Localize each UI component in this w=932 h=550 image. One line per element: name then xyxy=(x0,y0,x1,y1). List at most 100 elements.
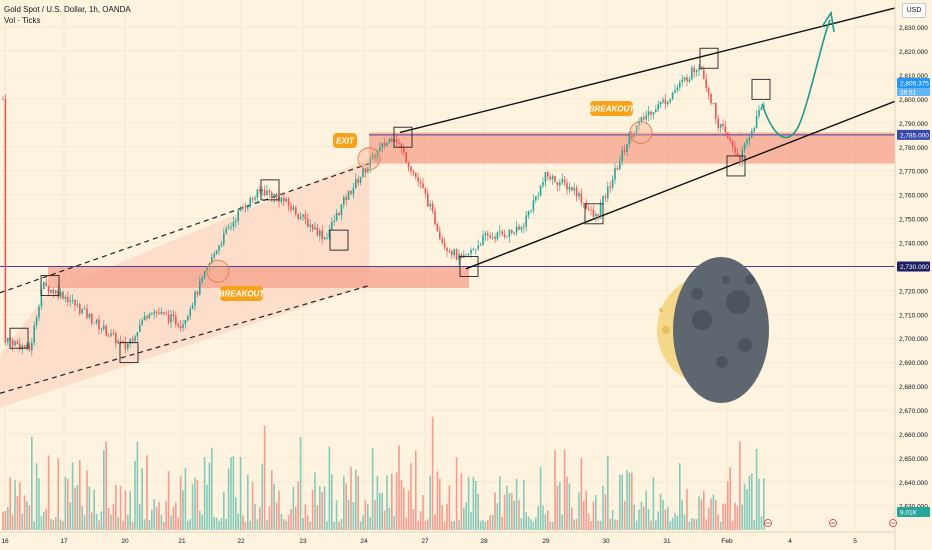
time-tick-label: Feb xyxy=(721,538,733,545)
volume-bar xyxy=(59,519,62,530)
last-price-badge: 2,805.375 xyxy=(900,81,929,88)
candle-body xyxy=(331,221,333,230)
candle-body xyxy=(441,238,443,243)
candle-body xyxy=(679,81,681,88)
volume-bar xyxy=(448,485,451,530)
volume-bar xyxy=(62,521,64,530)
volume-bar xyxy=(314,472,316,530)
candle-body xyxy=(299,216,302,219)
candle-body xyxy=(376,151,379,160)
candle-body xyxy=(21,345,23,350)
candle-body xyxy=(249,198,251,207)
candle-body xyxy=(681,79,683,82)
candle-body xyxy=(650,111,652,115)
candle-body xyxy=(544,172,547,182)
candle-body xyxy=(76,304,79,306)
candle-body xyxy=(391,138,393,142)
candle-body xyxy=(520,227,523,230)
volume-bar xyxy=(458,520,460,530)
volume-bar xyxy=(256,519,259,530)
volume-bar xyxy=(321,492,323,530)
candle-body xyxy=(112,332,115,334)
volume-bar xyxy=(259,507,261,530)
candle-body xyxy=(283,197,285,202)
volume-bar xyxy=(506,485,508,530)
candle-body xyxy=(597,214,599,216)
breakout-label-1: BREAKOUT xyxy=(219,290,265,299)
volume-bar xyxy=(100,511,103,530)
volume-bar xyxy=(652,477,655,530)
volume-bar xyxy=(215,517,218,530)
candle-body xyxy=(347,190,350,200)
volume-bar xyxy=(247,474,249,530)
time-tick-label: 30 xyxy=(602,538,610,545)
candle-body xyxy=(211,257,213,264)
swing-box xyxy=(584,203,604,225)
exit-label: EXIT xyxy=(336,137,355,146)
candle-body xyxy=(213,253,215,258)
candle-body xyxy=(451,251,453,256)
candle-body xyxy=(729,137,731,141)
volume-bar xyxy=(676,515,679,530)
candle-body xyxy=(165,313,167,315)
candle-body xyxy=(275,193,278,197)
volume-bar xyxy=(143,519,146,530)
volume-bar xyxy=(16,496,19,530)
currency-button[interactable]: USD xyxy=(902,3,926,18)
candle-body xyxy=(633,133,635,138)
candle-body xyxy=(31,342,33,351)
candle-body xyxy=(532,200,535,211)
volume-bar xyxy=(635,520,638,530)
candle-body xyxy=(638,121,640,126)
volume-bar xyxy=(347,500,350,530)
volume-bar xyxy=(213,516,215,530)
candle-body xyxy=(525,215,527,227)
candle-body xyxy=(760,107,763,111)
volume-bar xyxy=(91,512,93,530)
candle-body xyxy=(45,282,47,286)
volume-bar xyxy=(597,520,599,530)
candle-body xyxy=(657,104,659,110)
candle-body xyxy=(659,101,662,105)
candle-body xyxy=(513,232,515,234)
candle-body xyxy=(326,237,328,239)
candle-body xyxy=(602,196,604,205)
volume-bar xyxy=(477,493,479,530)
candle-body xyxy=(431,203,434,211)
volume-bar xyxy=(419,511,422,530)
volume-bar xyxy=(230,457,232,530)
volume-bar xyxy=(727,481,729,530)
volume-bar xyxy=(244,521,247,530)
candle-body xyxy=(357,179,359,183)
candle-body xyxy=(271,192,273,199)
candle-body xyxy=(535,196,537,201)
candle-body xyxy=(604,196,607,199)
candle-body xyxy=(422,183,424,189)
candle-body xyxy=(167,314,170,323)
candle-body xyxy=(26,344,28,349)
candle-body xyxy=(273,193,275,199)
volume-bar xyxy=(194,477,196,530)
candle-body xyxy=(628,133,631,145)
volume-bar xyxy=(571,507,573,530)
volume-bar xyxy=(736,506,739,530)
swing-box xyxy=(329,229,349,251)
volume-bar xyxy=(542,505,544,530)
candle-body xyxy=(763,104,765,108)
candle-body xyxy=(323,237,326,240)
volume-bar xyxy=(523,479,525,530)
candle-body xyxy=(359,177,362,183)
volume-bar xyxy=(316,505,319,530)
candle-body xyxy=(40,289,43,307)
countdown-badge-bg xyxy=(897,88,930,96)
volume-bar xyxy=(573,519,575,530)
candle-body xyxy=(616,168,619,170)
candle-body xyxy=(746,140,748,144)
candle-body xyxy=(417,177,419,182)
volume-bar xyxy=(196,480,199,530)
candle-body xyxy=(595,214,597,217)
price-tick-label: 2,680.000 xyxy=(899,384,928,391)
volume-bar xyxy=(227,468,230,530)
price-tick-label: 2,690.000 xyxy=(899,360,928,367)
